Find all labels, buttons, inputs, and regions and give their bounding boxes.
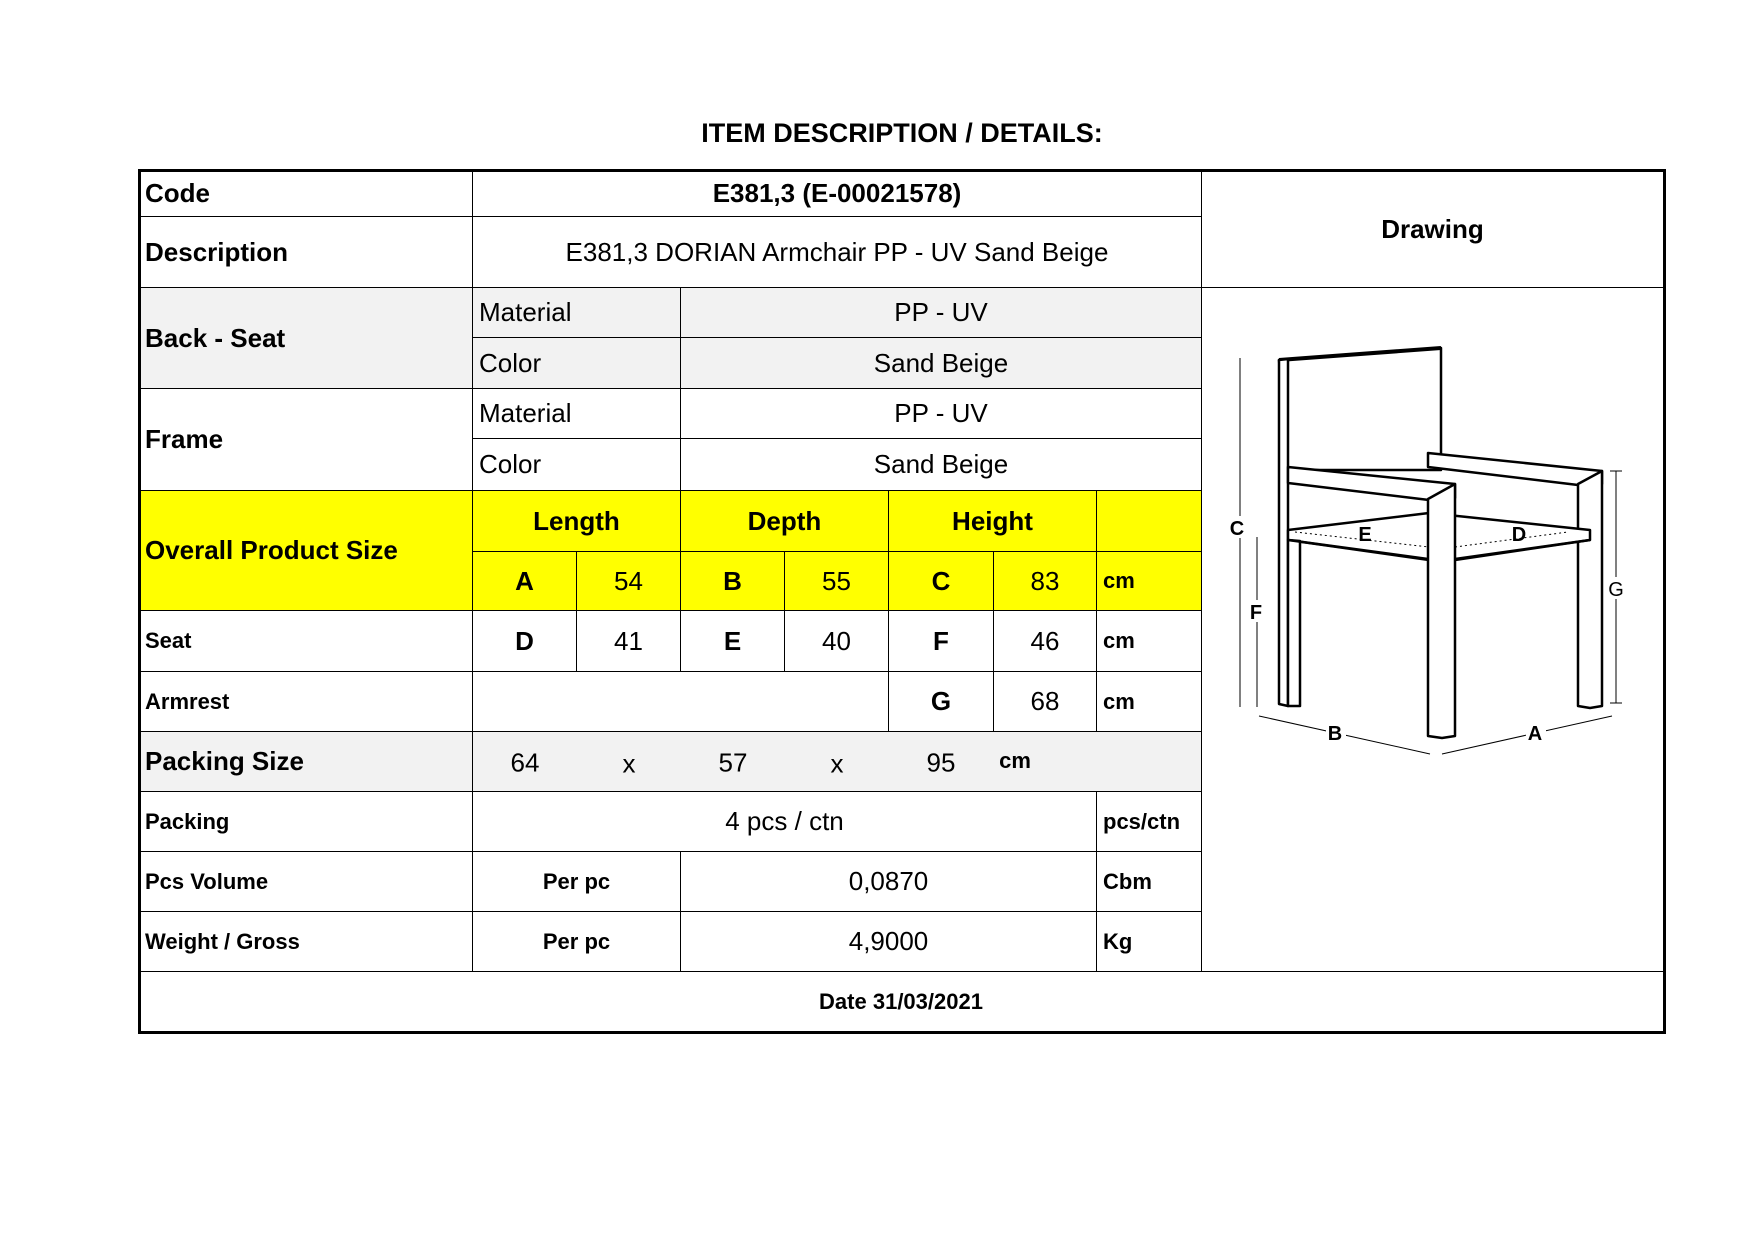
drawing-label-d: D	[1512, 524, 1526, 546]
a-label: A	[472, 551, 577, 611]
back-seat-material: PP - UV	[680, 287, 1202, 338]
drawing-label-a: A	[1528, 723, 1542, 745]
packing-x1: x	[622, 748, 636, 779]
drawing-label-b: B	[1328, 723, 1342, 745]
back-seat-material-label: Material	[472, 287, 681, 338]
back-seat-color: Sand Beige	[680, 337, 1202, 389]
chair-backrest	[1277, 346, 1443, 472]
chair-right-armrest	[1426, 451, 1604, 487]
overall-unit: cm	[1096, 551, 1202, 611]
chair-left-armrest	[1286, 465, 1457, 502]
packing-unit: pcs/ctn	[1096, 791, 1202, 852]
document-title: ITEM DESCRIPTION / DETAILS:	[701, 118, 1103, 148]
packing-x2: x	[830, 748, 844, 779]
length-header: Length	[472, 490, 681, 552]
drawing-label-g: G	[1608, 579, 1624, 601]
packing-height: 95	[926, 747, 956, 778]
chair-right-rear-post	[1576, 469, 1604, 710]
height-header: Height	[888, 490, 1097, 552]
overall-size-label: Overall Product Size	[138, 490, 473, 611]
back-seat-label: Back - Seat	[138, 287, 473, 389]
g-value: 68	[993, 671, 1097, 732]
packing-size-label: Packing Size	[138, 731, 473, 792]
drawing-label-c: C	[1230, 518, 1244, 540]
chair-front-post	[1426, 482, 1457, 740]
b-value: 55	[784, 551, 889, 611]
code-value: E381,3 (E-00021578)	[472, 170, 1202, 217]
drawing-label-e: E	[1358, 524, 1371, 546]
drawing-label-f: F	[1250, 602, 1262, 624]
depth-header: Depth	[680, 490, 889, 552]
chair-left-rear-post	[1277, 357, 1290, 708]
packing-size-unit: cm	[999, 748, 1031, 773]
chair-left-front-leg	[1286, 538, 1302, 708]
packing-length: 64	[510, 747, 540, 778]
a-value: 54	[576, 551, 681, 611]
overall-blank	[1096, 490, 1202, 552]
packing-width: 57	[718, 747, 748, 778]
